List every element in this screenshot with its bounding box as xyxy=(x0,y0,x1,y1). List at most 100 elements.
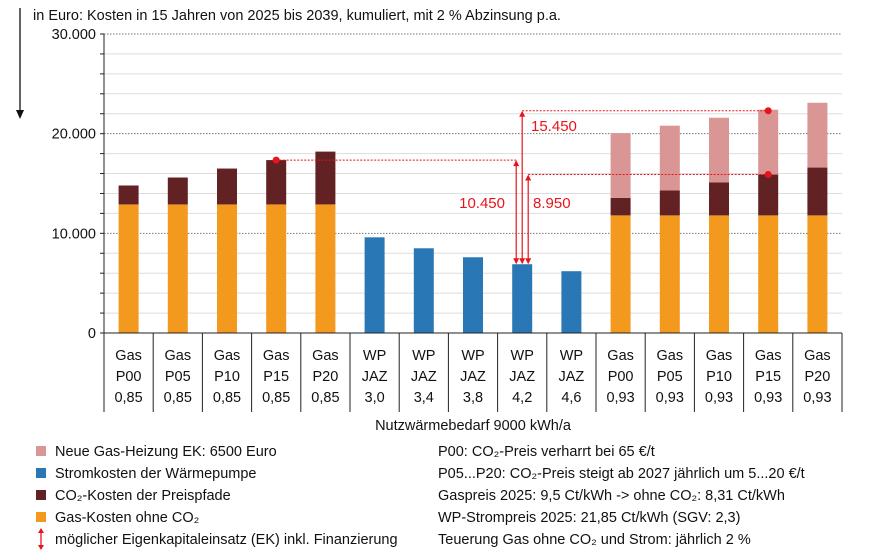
x-tick-label: 3,8 xyxy=(463,390,483,406)
annotation-label: 15.450 xyxy=(531,118,577,135)
bar-segment xyxy=(610,215,631,333)
bar-segment xyxy=(413,248,434,333)
x-tick-label: P00 xyxy=(116,369,142,385)
legend-item: möglicher Eigenkapitaleinsatz (EK) inkl.… xyxy=(36,528,398,550)
down-arrow-icon xyxy=(16,8,24,119)
bar-segment xyxy=(266,204,287,333)
x-axis-label: Nutzwärmebedarf 9000 kWh/a xyxy=(375,418,572,434)
annotation-label: 10.450 xyxy=(459,195,505,212)
x-tick-label: 0,85 xyxy=(262,390,290,406)
x-tick-label: WP xyxy=(363,348,386,364)
y-tick-label: 30.000 xyxy=(52,27,96,43)
annotation-label: 8.950 xyxy=(533,195,571,212)
x-tick-label: 0,93 xyxy=(606,390,634,406)
arrow-head-up xyxy=(525,174,532,181)
x-tick-label: P20 xyxy=(312,369,338,385)
bar-segment xyxy=(315,204,336,333)
x-tick-label: WP xyxy=(412,348,435,364)
x-tick-label: 4,2 xyxy=(512,390,532,406)
bar-segment xyxy=(118,204,139,333)
x-tick-label: WP xyxy=(511,348,534,364)
bar-segment xyxy=(167,177,188,205)
x-tick-label: 0,85 xyxy=(164,390,192,406)
x-tick-label: P15 xyxy=(263,369,289,385)
legend-swatch xyxy=(36,446,46,456)
x-tick-label: 0,85 xyxy=(114,390,142,406)
x-tick-label: P10 xyxy=(214,369,240,385)
x-tick-label: P05 xyxy=(165,369,191,385)
arrow-head-down xyxy=(525,258,532,265)
bar-segment xyxy=(807,102,828,168)
legend-item: Gas-Kosten ohne CO₂ xyxy=(36,510,199,526)
arrow-head-down xyxy=(519,258,526,265)
x-tick-label: Gas xyxy=(706,348,733,364)
x-tick-label: 0,93 xyxy=(754,390,782,406)
legend-swatch xyxy=(36,512,46,522)
x-tick-label: 0,93 xyxy=(656,390,684,406)
note: Teuerung Gas ohne CO₂ und Strom: jährlic… xyxy=(438,532,751,548)
arrow-head-up xyxy=(519,110,526,117)
bar-segment xyxy=(217,168,237,205)
x-tick-label: Gas xyxy=(214,348,241,364)
x-tick-label: WP xyxy=(461,348,484,364)
x-tick-label: JAZ xyxy=(460,369,486,385)
bar-segment xyxy=(266,160,287,205)
legend-label: Gas-Kosten ohne CO₂ xyxy=(55,510,200,526)
bar-segment xyxy=(807,167,828,216)
bar-segment xyxy=(659,215,680,333)
legend-item: Stromkosten der Wärmepumpe xyxy=(36,466,256,482)
x-tick-label: 0,85 xyxy=(213,390,241,406)
x-tick-label: P10 xyxy=(706,369,732,385)
y-tick-label: 0 xyxy=(88,326,96,342)
legend-label: CO₂-Kosten der Preispfade xyxy=(55,488,231,504)
x-tick-label: JAZ xyxy=(559,369,585,385)
note: WP-Strompreis 2025: 21,85 Ct/kWh (SGV: 2… xyxy=(438,510,741,526)
bar-segment xyxy=(512,264,533,333)
x-tick-label: P20 xyxy=(804,369,830,385)
x-tick-label: P05 xyxy=(657,369,683,385)
x-tick-label: 0,85 xyxy=(311,390,339,406)
note: P05...P20: CO₂-Preis steigt ab 2027 jähr… xyxy=(438,466,805,482)
x-tick-label: Gas xyxy=(755,348,782,364)
x-tick-label: WP xyxy=(560,348,583,364)
arrow-head-down xyxy=(513,258,520,265)
x-tick-label: Gas xyxy=(657,348,684,364)
x-tick-label: P15 xyxy=(755,369,781,385)
bar-segment xyxy=(758,215,779,333)
bar-segment xyxy=(758,109,779,175)
x-tick-label: Gas xyxy=(115,348,142,364)
note: Gaspreis 2025: 9,5 Ct/kWh -> ohne CO₂: 8… xyxy=(438,488,785,504)
chart-title: in Euro: Kosten in 15 Jahren von 2025 bi… xyxy=(33,8,561,24)
arrow-head-up xyxy=(513,160,520,167)
bar-segment xyxy=(217,204,237,333)
cost-chart: in Euro: Kosten in 15 Jahren von 2025 bi… xyxy=(16,8,843,434)
bar-segment xyxy=(709,182,729,216)
x-tick-label: P00 xyxy=(608,369,634,385)
x-tick-label: JAZ xyxy=(411,369,437,385)
bar-segment xyxy=(659,125,680,191)
x-tick-label: 0,93 xyxy=(803,390,831,406)
x-tick-label: 4,6 xyxy=(561,390,581,406)
x-tick-label: Gas xyxy=(804,348,831,364)
bar-segment xyxy=(610,133,631,198)
y-tick-label: 20.000 xyxy=(52,127,96,143)
bar-segment xyxy=(463,257,483,333)
x-tick-label: 3,0 xyxy=(365,390,385,406)
bar-segment xyxy=(758,174,779,216)
legend-swatch xyxy=(36,490,46,500)
y-tick-label: 10.000 xyxy=(52,226,96,242)
x-tick-label: Gas xyxy=(312,348,339,364)
reference-dot xyxy=(272,156,280,164)
bar-segment xyxy=(561,271,582,333)
x-tick-label: JAZ xyxy=(362,369,388,385)
bar-segment xyxy=(118,185,139,205)
x-tick-label: 3,4 xyxy=(414,390,434,406)
legend-label: Neue Gas-Heizung EK: 6500 Euro xyxy=(55,444,277,460)
bar-segment xyxy=(167,204,188,333)
legend-swatch xyxy=(36,468,46,478)
bar-segment xyxy=(807,215,828,333)
reference-dot xyxy=(764,171,772,179)
double-arrow-icon xyxy=(38,528,44,550)
x-tick-label: Gas xyxy=(263,348,290,364)
legend-item: Neue Gas-Heizung EK: 6500 Euro xyxy=(36,444,277,460)
